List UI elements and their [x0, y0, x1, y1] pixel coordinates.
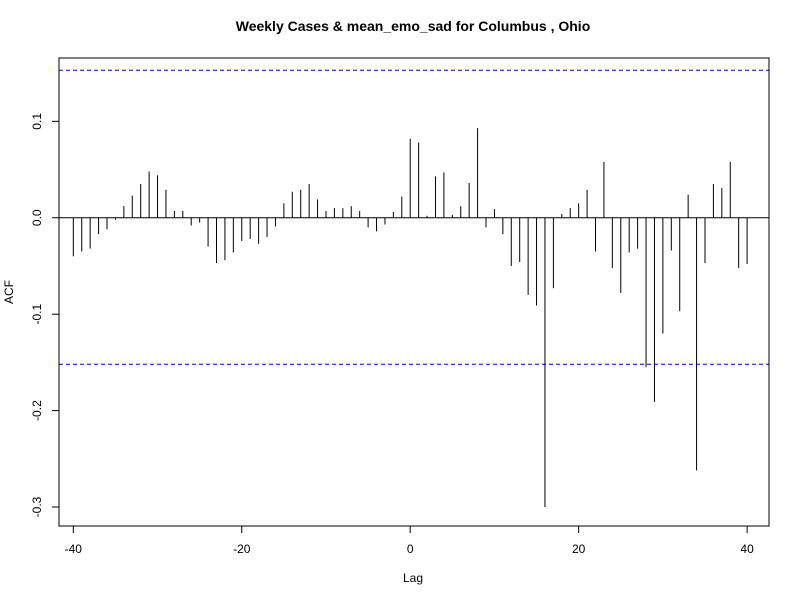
- y-tick-label: 0.0: [30, 209, 44, 226]
- x-tick-label: 0: [407, 542, 414, 556]
- y-tick-label: -0.2: [30, 400, 44, 421]
- acf-bars: [72, 128, 748, 508]
- y-tick-label: -0.1: [30, 304, 44, 325]
- y-tick-label: 0.1: [30, 113, 44, 130]
- axes: -40 -20 0 20 40 -0.3 -0.2 -0.1 0.0 0.1: [30, 113, 754, 556]
- x-tick-label: -20: [233, 542, 251, 556]
- x-tick-label: 40: [740, 542, 754, 556]
- x-tick-label: 20: [572, 542, 586, 556]
- chart-title: Weekly Cases & mean_emo_sad for Columbus…: [236, 18, 591, 34]
- confidence-bounds: [59, 69, 769, 365]
- plot-frame: [58, 57, 770, 527]
- y-tick-label: -0.3: [30, 496, 44, 517]
- x-tick-label: -40: [65, 542, 83, 556]
- y-axis-label: ACF: [2, 280, 16, 304]
- x-axis-label: Lag: [403, 571, 423, 585]
